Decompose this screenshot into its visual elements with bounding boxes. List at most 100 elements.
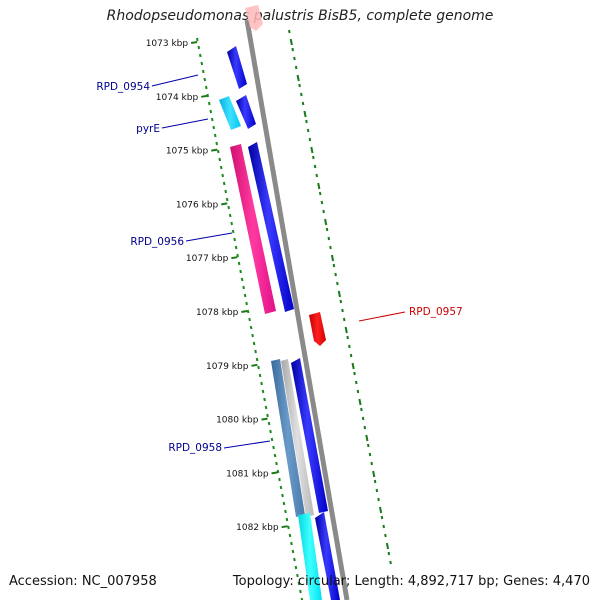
ruler-tick-label: 1082 kbp <box>236 523 279 533</box>
gc-dot <box>337 290 341 298</box>
ruler-dot <box>242 285 245 290</box>
gene-label-rpd0956[interactable]: RPD_0956 <box>130 236 184 248</box>
gc-dot <box>288 29 291 34</box>
ruler-tick <box>231 256 238 260</box>
ruler-dot <box>294 565 298 570</box>
gc-dot <box>373 479 377 484</box>
gc-dot <box>312 155 315 160</box>
gc-dot <box>334 272 337 277</box>
ruler-dot <box>251 333 254 338</box>
ruler-dot <box>210 117 214 122</box>
accession-text: Accession: NC_007958 <box>9 574 157 589</box>
ruler-tick-label: 1080 kbp <box>216 416 259 426</box>
ruler-dot <box>203 77 207 82</box>
ruler-dot <box>246 309 250 314</box>
ruler-tick <box>281 525 288 529</box>
gc-track <box>288 29 392 565</box>
ruler-tick <box>261 417 268 421</box>
ruler-dot <box>219 165 223 170</box>
gc-dot <box>300 92 303 97</box>
genome-backbone <box>244 19 350 600</box>
ruler-tick <box>271 471 278 475</box>
ruler-dot <box>228 213 232 218</box>
gc-dot <box>305 119 308 124</box>
ruler-dot <box>261 389 265 394</box>
ruler-tick <box>201 94 208 98</box>
ruler-dot <box>196 37 199 42</box>
ruler-dot <box>209 109 213 114</box>
ruler-dot <box>216 149 220 154</box>
gene-label-rpd0958[interactable]: RPD_0958 <box>168 442 222 454</box>
ruler-dot <box>257 365 260 370</box>
ruler-dot <box>288 533 292 538</box>
ruler-dot <box>222 181 226 186</box>
ruler-tick-label: 1074 kbp <box>156 93 199 103</box>
ruler-dot <box>267 421 271 426</box>
gc-dot <box>380 515 384 520</box>
ruler-dot <box>252 341 256 346</box>
gene-label-rpd0957[interactable]: RPD_0957 <box>409 306 463 318</box>
gc-dot <box>342 317 346 322</box>
ruler-dot <box>287 525 290 530</box>
gc-dot <box>317 182 321 190</box>
gc-dot <box>330 254 335 262</box>
ruler-dot <box>224 189 227 194</box>
ruler-dot <box>240 277 244 282</box>
gc-dot <box>389 560 392 565</box>
ruler-dot <box>272 445 275 450</box>
gc-dot <box>344 326 348 334</box>
gc-dot <box>327 236 331 241</box>
gc-dot <box>361 416 365 421</box>
ruler-dot <box>269 429 272 434</box>
gene-feature-pyre[interactable] <box>219 96 241 130</box>
ruler-tick-label: 1075 kbp <box>166 147 209 157</box>
ruler-dot <box>293 557 296 562</box>
ruler-dot <box>213 133 217 138</box>
ruler-tick-label: 1081 kbp <box>226 469 269 479</box>
gene-feature-gray[interactable] <box>281 359 314 517</box>
gc-dot <box>303 110 307 118</box>
gene-feature-rpd0958[interactable] <box>271 359 305 517</box>
gc-dot <box>332 263 336 268</box>
gene-label-pyre[interactable]: pyrE <box>136 123 160 135</box>
ruler-labels: 1073 kbp 1074 kbp 1075 kbp 1076 kbp 1077 kbp… <box>146 39 288 533</box>
gc-dot <box>320 200 324 205</box>
ruler-dot <box>236 253 239 258</box>
gc-dot <box>354 380 358 385</box>
gc-dot <box>348 344 351 349</box>
ruler-dot <box>279 485 283 490</box>
gc-dot <box>346 335 349 340</box>
gc-dot <box>318 191 322 196</box>
gc-dot <box>301 101 305 106</box>
gene-feature-blue-long[interactable] <box>291 358 328 513</box>
ruler-dot <box>233 237 236 242</box>
ruler-tick <box>211 148 218 152</box>
ruler-tick-label: 1076 kbp <box>176 200 219 210</box>
gc-dot <box>324 218 328 226</box>
gene-label-rpd0954[interactable]: RPD_0954 <box>96 81 150 93</box>
ruler-dot <box>282 501 286 506</box>
gc-dot <box>294 65 298 70</box>
ruler-tick-label: 1073 kbp <box>146 39 189 49</box>
ruler-dot <box>215 141 219 146</box>
gc-dot <box>365 434 369 442</box>
ruler-dot <box>299 589 302 594</box>
ruler-dot <box>227 205 230 210</box>
gc-dot <box>289 38 293 46</box>
gene-feature-rpd0954[interactable] <box>236 95 256 129</box>
ruler-dot <box>297 581 301 586</box>
gene-feature-aqua[interactable] <box>298 513 322 600</box>
leader-rpd0958 <box>223 440 271 449</box>
gene-feature-rpd0955[interactable] <box>248 142 294 312</box>
ruler-tick <box>241 310 248 313</box>
gene-feature-blue-bottom[interactable] <box>315 512 340 600</box>
ruler-dot <box>231 229 235 234</box>
ruler-track <box>196 37 304 600</box>
gene-feature-rpd0957[interactable] <box>309 312 326 346</box>
gene-feature-rpd0953[interactable] <box>227 46 247 89</box>
gc-dot <box>315 173 319 178</box>
ruler-dot <box>249 325 253 330</box>
gc-dot <box>379 506 383 514</box>
gene-feature-rpd0956[interactable] <box>230 144 276 314</box>
